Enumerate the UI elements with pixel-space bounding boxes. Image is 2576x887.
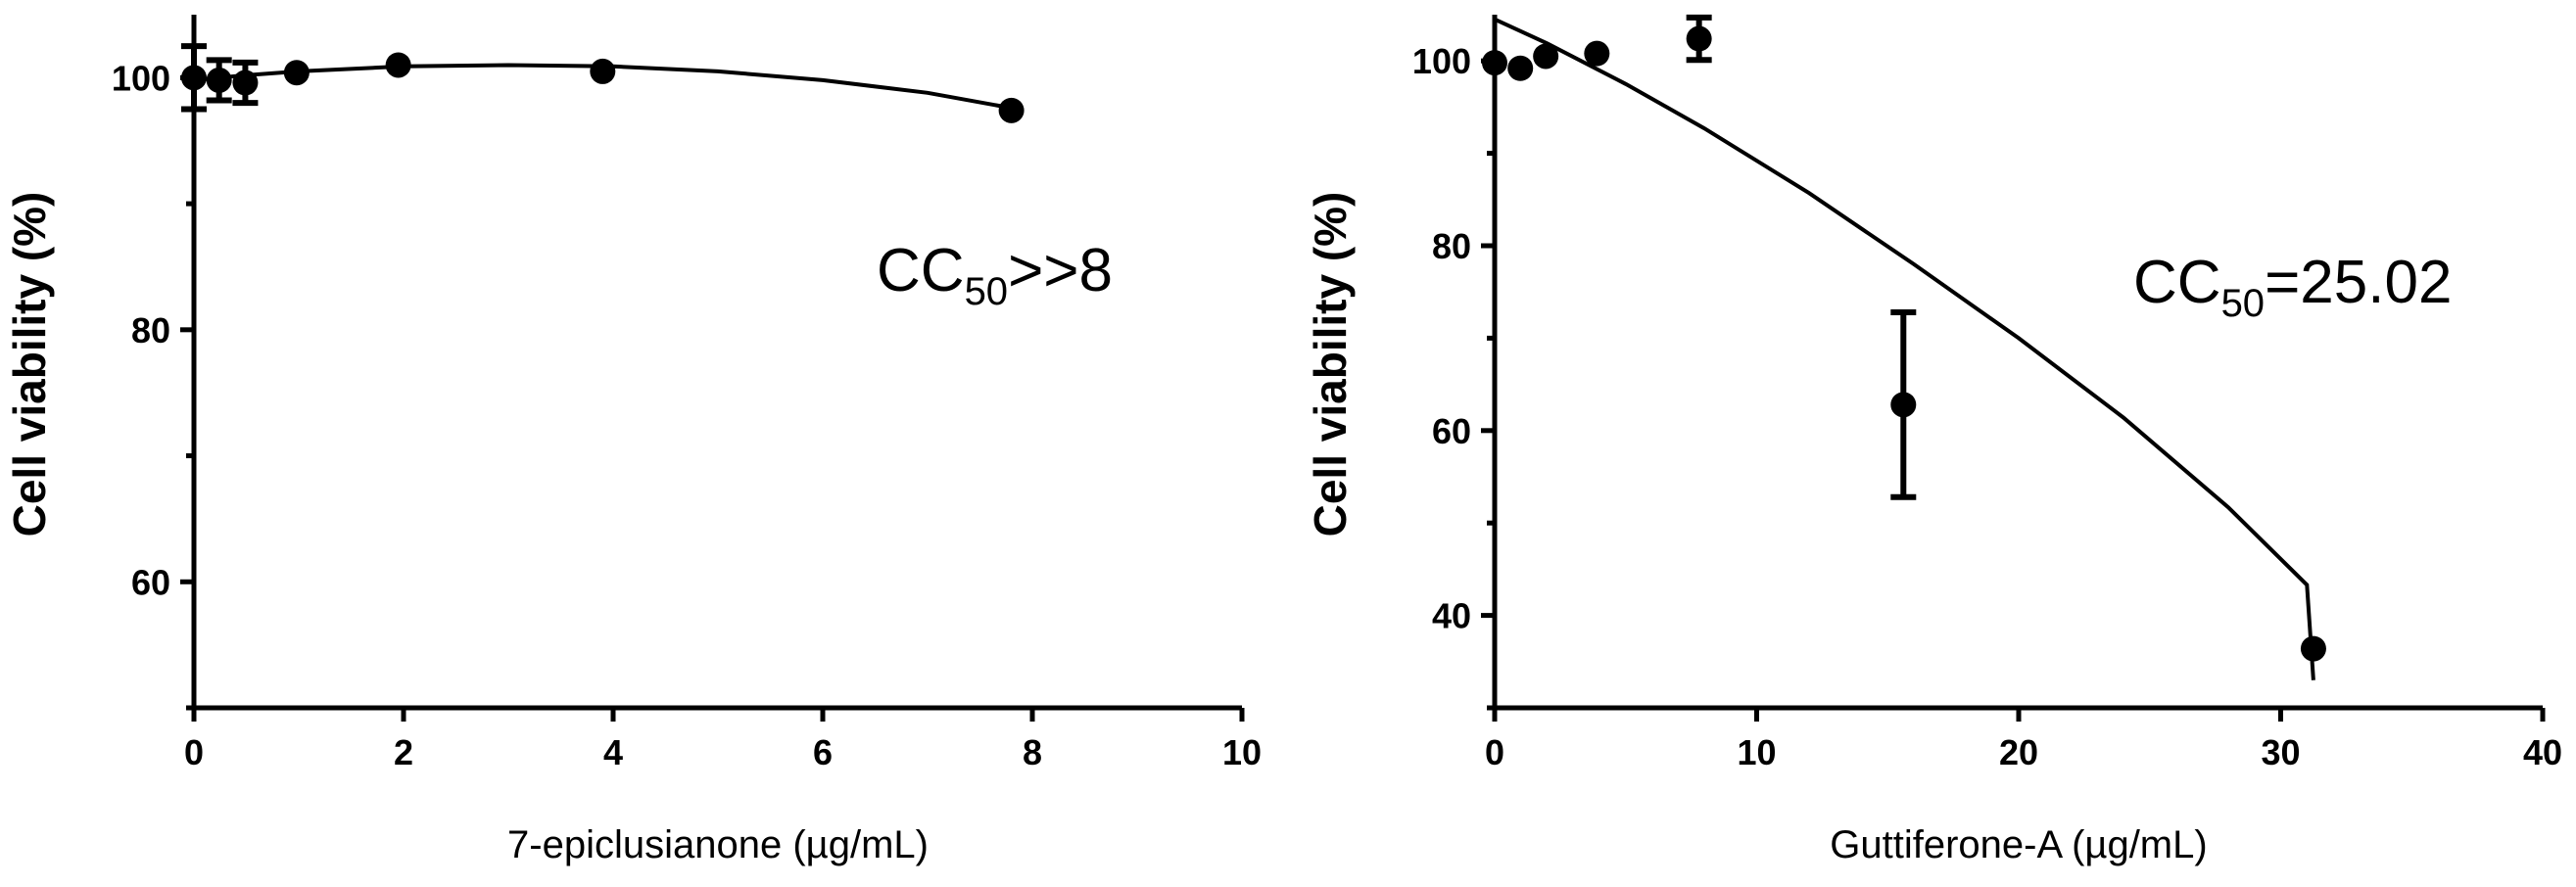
data-point <box>232 70 259 96</box>
data-point <box>385 52 411 78</box>
x-tick-label: 4 <box>603 732 623 772</box>
y-tick-label: 100 <box>1412 41 1471 81</box>
y-tick-label: 80 <box>131 310 170 350</box>
data-point <box>1686 25 1712 52</box>
data-point <box>283 60 310 86</box>
x-tick-label: 20 <box>1999 732 2038 772</box>
x-axis-title: 7-epiclusianone (µg/mL) <box>507 823 929 866</box>
x-tick-label: 0 <box>184 732 204 772</box>
x-tick-label: 8 <box>1023 732 1042 772</box>
data-point <box>2300 635 2326 662</box>
fit-curve <box>193 63 1012 111</box>
x-tick-label: 40 <box>2523 732 2562 772</box>
x-tick-label: 10 <box>1737 732 1776 772</box>
data-point <box>206 67 232 93</box>
x-tick-label: 0 <box>1485 732 1504 772</box>
chart-7-epiclusianone: 0 2 4 6 8 10 60 80 100 7-epiclusianone (µg/mL) Cel… <box>4 15 1262 866</box>
data-point <box>1507 55 1534 81</box>
y-tick-label: 80 <box>1432 226 1471 266</box>
x-tick-label: 2 <box>394 732 413 772</box>
data-point <box>181 65 207 91</box>
data-point <box>1533 43 1559 70</box>
data-point <box>998 97 1025 123</box>
y-axis-title: Cell viability (%) <box>4 192 55 537</box>
cc50-annotation: CC50=25.02 <box>2133 249 2452 325</box>
y-tick-label: 60 <box>131 562 170 602</box>
fit-curve <box>1494 17 2315 680</box>
x-axis-title: Guttiferone-A (µg/mL) <box>1830 823 2207 866</box>
x-tick-label: 6 <box>813 732 833 772</box>
x-tick-label: 30 <box>2261 732 2300 772</box>
data-point <box>1482 50 1507 76</box>
x-tick-label: 10 <box>1222 732 1262 772</box>
data-point <box>1584 40 1610 67</box>
y-tick-label: 40 <box>1432 596 1471 636</box>
data-point <box>590 58 616 84</box>
cc50-annotation: CC50>>8 <box>877 237 1113 313</box>
y-axis-title: Cell viability (%) <box>1305 192 1356 537</box>
chart-guttiferone-a: 0 10 20 30 40 40 60 80 100 Guttiferone-A (µg/mL) C… <box>1305 14 2562 866</box>
y-tick-label: 60 <box>1432 411 1471 451</box>
data-point <box>1890 392 1917 418</box>
y-tick-label: 100 <box>112 58 170 98</box>
